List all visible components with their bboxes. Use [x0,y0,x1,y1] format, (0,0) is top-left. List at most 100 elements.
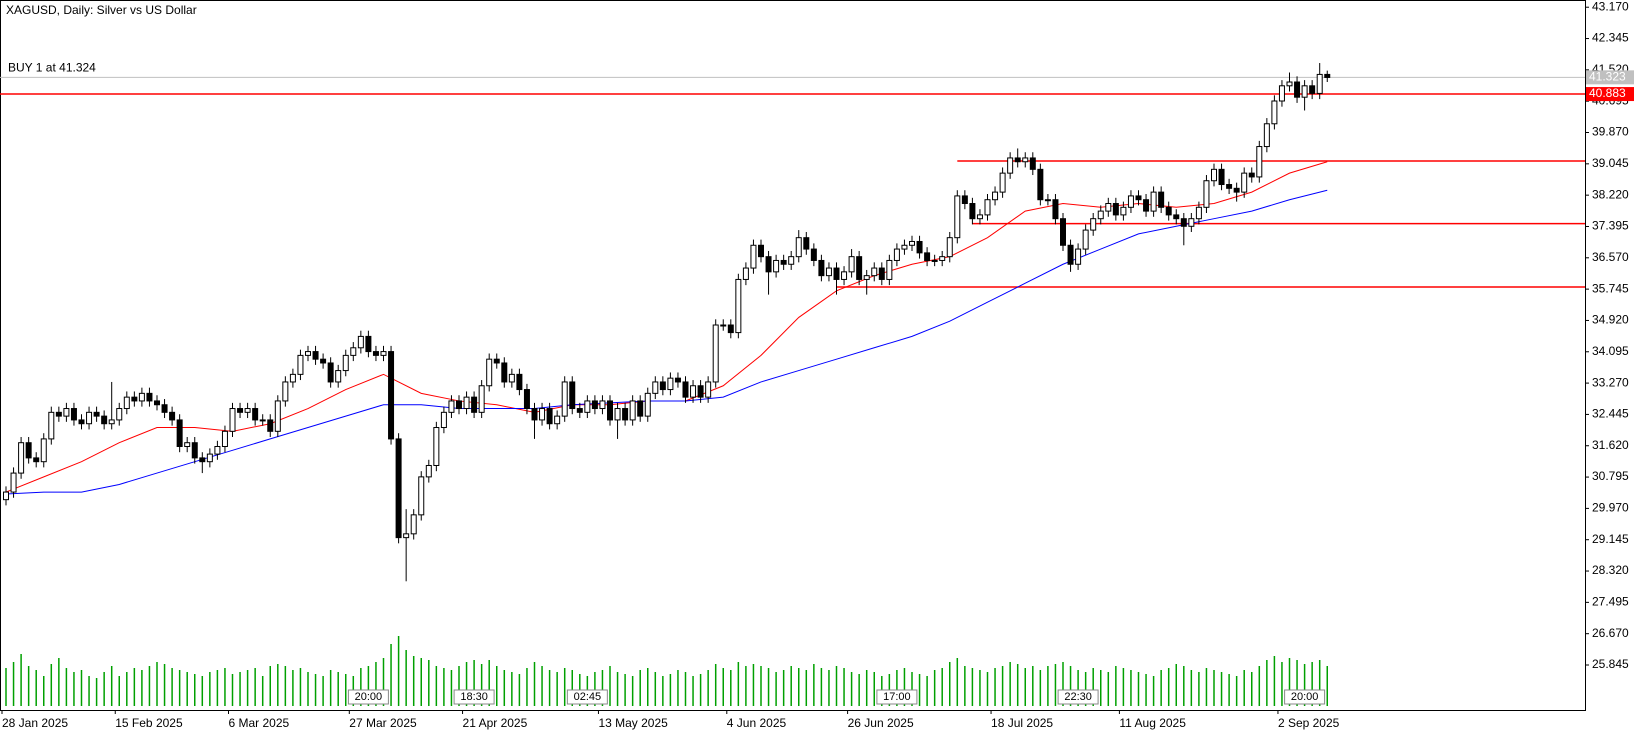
trade-label: 17:00 [883,691,911,703]
trade-label: 18:30 [460,691,488,703]
candle-body [546,408,553,425]
candle-body [984,199,991,216]
level-price-tag: 40.883 [1589,86,1626,100]
candle-body [788,256,795,265]
candle-body [3,491,9,501]
candle-body [999,172,1006,193]
candle-body [365,335,372,353]
y-tick-label: 42.345 [1592,31,1629,45]
candle-body [637,400,644,417]
y-tick-label: 34.920 [1592,313,1629,327]
candle-body [146,392,153,402]
candle-body [433,427,440,466]
candle-body [1226,184,1233,189]
candle-body [297,354,304,375]
candle-body [705,381,712,398]
candle-body [501,362,508,383]
candle-body [93,411,100,417]
candle-body [493,358,500,364]
candle-body [486,358,493,387]
moving-average [5,189,1328,495]
candle-body [1309,85,1316,94]
candle-body [1158,191,1165,208]
trade-label: 20:00 [355,691,383,703]
candle-body [440,411,447,429]
candle-body [116,408,123,421]
candle-body [1105,203,1112,212]
candle-body [1263,123,1270,148]
candle-body [871,267,878,277]
candle-body [878,267,885,280]
candle-body [18,442,25,474]
candle-body [674,377,681,383]
bid-price-tag-box [1586,70,1634,85]
candle-body [101,415,108,425]
y-tick-label: 38.220 [1592,187,1629,201]
level-price-tag-box [1586,87,1634,102]
candle-body [10,472,17,493]
candle-body [252,408,259,421]
candle-body [456,400,462,410]
candle-body [471,396,478,413]
candle-body [1271,100,1278,125]
trade-label-box [876,689,918,705]
candle-body [1316,73,1323,94]
candle-body [946,237,953,258]
candle-body [1135,195,1142,201]
x-tick-label: 13 May 2025 [598,716,668,730]
candle-body [614,408,621,421]
y-tick-label: 35.745 [1592,281,1629,295]
candle-body [841,271,848,280]
y-tick-label: 39.870 [1592,125,1629,139]
y-tick-label: 32.445 [1592,407,1629,421]
candle-body [350,347,357,356]
candle-body [418,476,425,516]
candle-body [856,256,863,280]
trade-label-box [566,689,608,705]
candle-body [569,381,576,410]
candle-body [1324,73,1331,78]
x-tick-label: 2 Sep 2025 [1278,716,1340,730]
candle-body [184,442,191,448]
candle-body [1090,218,1097,231]
candle-body [735,278,742,334]
candle-body [765,256,772,273]
candle-body [992,191,999,201]
candle-body [659,381,666,391]
candle-body [780,259,787,265]
y-tick-label: 37.395 [1592,219,1629,233]
candle-body [508,373,515,383]
candle-body [1029,157,1036,170]
y-tick-label: 34.095 [1592,344,1629,358]
candle-body [372,351,379,356]
candle-body [1060,218,1066,246]
candle-body [750,244,757,269]
candle-body [667,377,674,391]
candle-body [607,400,613,421]
candle-body [848,256,855,273]
candle-body [267,419,274,432]
trade-label-box [347,689,389,705]
x-tick-label: 15 Feb 2025 [115,716,183,730]
candle-body [727,324,734,334]
candle-body [584,400,591,413]
candle-body [954,195,961,239]
y-tick-label: 30.795 [1592,469,1629,483]
candle-body [976,214,983,220]
candle-body [395,438,402,539]
candle-body [1082,229,1089,250]
chart-title: XAGUSD, Daily: Silver vs US Dollar [6,3,197,17]
candle-body [25,442,32,459]
y-tick-label: 27.495 [1592,595,1629,609]
candle-body [1173,214,1180,220]
candle-body [55,411,62,417]
candle-body [237,408,244,413]
candle-body [863,275,870,280]
candle-body [1143,199,1150,212]
candle-body [803,237,810,250]
candle-body [591,400,598,410]
x-tick-label: 27 Mar 2025 [349,716,417,730]
candle-body [931,259,938,262]
candle-body [697,385,704,398]
candle-body [1052,199,1059,220]
